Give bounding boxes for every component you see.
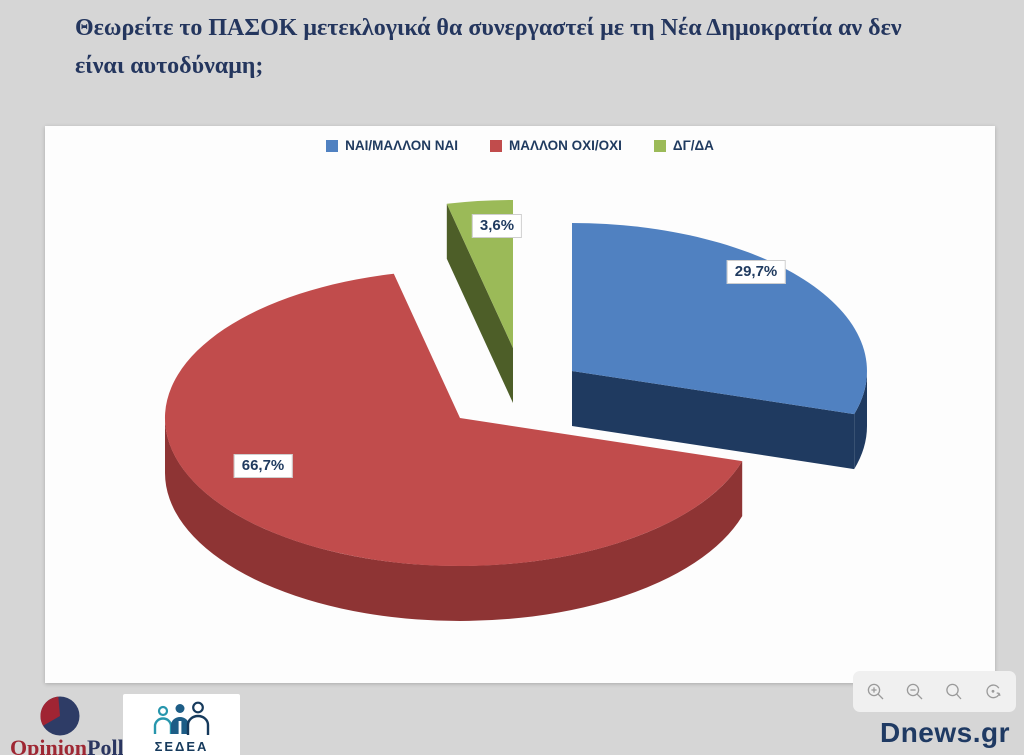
legend-label: ΝΑΙ/ΜΑΛΛΟΝ ΝΑΙ <box>345 138 458 153</box>
slice-value-label: 66,7% <box>233 454 293 478</box>
opinionpoll-word-poll: Poll <box>87 735 124 755</box>
dnews-brand: Dnews.gr <box>879 717 1010 748</box>
zoom-in-icon[interactable] <box>866 682 886 702</box>
pie-chart-3d <box>164 200 867 621</box>
slice-2-cut-face <box>446 203 513 403</box>
viewer-toolbar <box>853 671 1016 712</box>
legend-label: ΜΑΛΛΟΝ ΟΧΙ/ΟΧΙ <box>508 138 622 153</box>
slice-0-cut-face <box>572 371 855 470</box>
sedea-people-icon <box>153 701 209 735</box>
legend-swatch <box>653 139 666 152</box>
sedea-wordmark: ΣΕΔΕΑ <box>154 739 209 754</box>
slice-1-top <box>164 273 743 567</box>
page-title: Θεωρείτε το ΠΑΣΟΚ μετεκλογικά θα συνεργα… <box>75 9 985 85</box>
chart-panel: ΝΑΙ/ΜΑΛΛΟΝ ΝΑΙ ΜΑΛΛΟΝ ΟΧΙ/ΟΧΙ ΔΓ/ΔΑ 29,7% 6… <box>45 126 995 683</box>
reset-view-icon[interactable] <box>983 682 1003 702</box>
opinionpoll-pie-icon <box>40 696 80 736</box>
opinionpoll-logo: OpinionPoll <box>8 693 124 755</box>
sedea-logo-card: ΣΕΔΕΑ <box>123 694 240 755</box>
slice-1-rim <box>165 418 743 621</box>
chart-legend: ΝΑΙ/ΜΑΛΛΟΝ ΝΑΙ ΜΑΛΛΟΝ ΟΧΙ/ΟΧΙ ΔΓ/ΔΑ <box>45 138 995 153</box>
page-title-line2: είναι αυτοδύναμη; <box>75 53 264 79</box>
slice-0-top <box>572 223 867 415</box>
opinionpoll-wordmark: OpinionPoll <box>10 735 124 755</box>
zoom-out-icon[interactable] <box>905 682 925 702</box>
legend-item: ΜΑΛΛΟΝ ΟΧΙ/ΟΧΙ <box>489 138 622 153</box>
legend-item: ΔΓ/ΔΑ <box>653 138 714 153</box>
opinionpoll-word-opinion: Opinion <box>10 735 88 755</box>
slice-value-label: 3,6% <box>471 214 523 238</box>
legend-swatch <box>326 139 339 152</box>
slice-0-rim <box>854 371 867 470</box>
search-icon[interactable] <box>944 682 964 702</box>
legend-item: ΝΑΙ/ΜΑΛΛΟΝ ΝΑΙ <box>326 138 458 153</box>
page-title-line1: Θεωρείτε το ΠΑΣΟΚ μετεκλογικά θα συνεργα… <box>75 15 902 41</box>
slice-value-label: 29,7% <box>726 260 786 284</box>
legend-label: ΔΓ/ΔΑ <box>672 138 714 153</box>
legend-swatch <box>489 139 502 152</box>
